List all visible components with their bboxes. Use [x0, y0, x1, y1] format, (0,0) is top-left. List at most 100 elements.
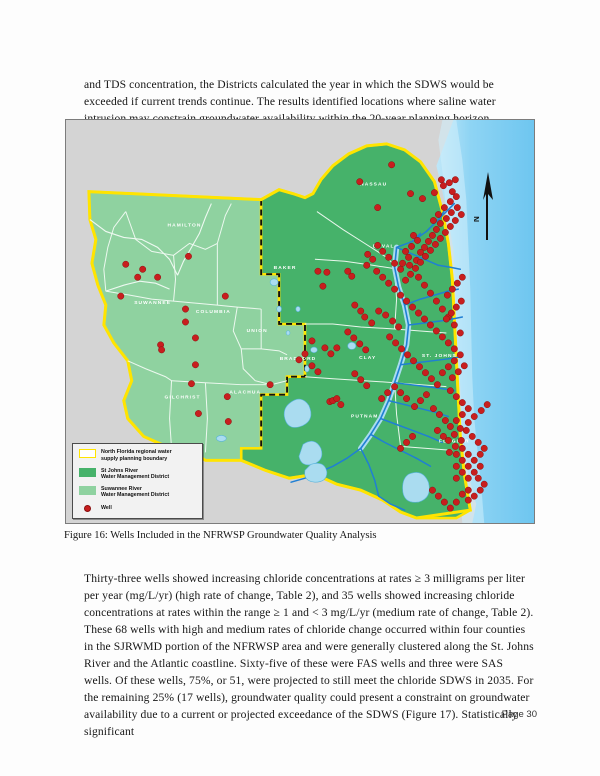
well-point [460, 362, 468, 370]
legend-item-well: Well [77, 504, 198, 513]
well-point [411, 403, 418, 411]
well-point [416, 363, 423, 371]
well-point [470, 456, 478, 464]
well-point [357, 376, 365, 384]
well-point [363, 261, 371, 269]
well-point [452, 193, 460, 201]
county-label-gilchrist: GILCHRIST [164, 395, 200, 401]
well-point [452, 303, 460, 311]
well-point [446, 423, 454, 430]
srwmd-rivers [89, 203, 212, 292]
well-point [319, 282, 327, 290]
well-point [314, 368, 322, 376]
well-point [446, 198, 454, 206]
well-point [348, 272, 356, 280]
well-point [446, 387, 454, 395]
legend-label-well: Well [101, 505, 112, 512]
well-point [351, 370, 359, 378]
analysis-paragraph: Thirty-three wells showed increasing chl… [84, 571, 534, 739]
well-point [182, 305, 189, 313]
county-label-flagler: FLAGLER [439, 438, 470, 444]
well-point [436, 234, 444, 242]
well-point [451, 217, 459, 224]
well-point [295, 356, 303, 364]
well-point [392, 339, 400, 347]
well-point [456, 351, 464, 359]
well-point [421, 243, 428, 251]
well-point [395, 323, 403, 331]
well-point [458, 444, 466, 452]
well-point [462, 427, 470, 434]
well-point [439, 432, 447, 440]
well-point [480, 480, 488, 488]
well-point [378, 395, 386, 403]
well-point [223, 393, 231, 401]
well-point [182, 318, 189, 326]
well-point [450, 321, 458, 329]
well-point [450, 431, 458, 438]
well-point [425, 237, 432, 245]
well-point [402, 247, 409, 255]
well-point [470, 413, 478, 420]
legend-swatch-well-icon [79, 504, 96, 513]
well-point [433, 381, 441, 389]
map-legend: North Florida regional water supply plan… [72, 443, 203, 519]
well-point [436, 220, 444, 227]
well-point [456, 425, 464, 432]
well-point [447, 309, 455, 317]
coastal-haze [438, 120, 485, 523]
st-johns-river-core [360, 247, 410, 449]
well-point [402, 276, 409, 284]
well-point [450, 345, 458, 353]
well-point [122, 260, 130, 268]
well-point [384, 389, 392, 397]
well-point [427, 289, 434, 297]
legend-label-srwmd: Suwannee River Water Management District [101, 485, 170, 499]
well-point [435, 411, 443, 418]
county-labels: HAMILTON SUWANNEE COLUMBIA BAKER UNION B… [134, 182, 470, 445]
well-point [422, 252, 429, 260]
legend-label-sjrwmd: St Johns River Water Management District [101, 467, 170, 481]
well-point [442, 215, 450, 222]
well-point [308, 337, 316, 345]
well-point [374, 241, 382, 249]
well-point [194, 410, 202, 417]
well-point [403, 438, 410, 446]
well-point [386, 333, 394, 341]
well-point [458, 468, 466, 476]
well-point [429, 405, 437, 413]
well-point [432, 297, 440, 305]
legend-swatch-sjrwmd [79, 467, 96, 477]
well-point [464, 462, 472, 470]
well-point [448, 285, 456, 293]
well-point [224, 418, 232, 425]
county-label-clay: CLAY [359, 355, 376, 361]
well-point [406, 261, 413, 269]
well-point [441, 417, 449, 424]
well-point [437, 176, 445, 184]
well-point [444, 436, 452, 444]
well-point [337, 401, 345, 409]
county-label-duval: DUVAL [373, 243, 395, 249]
well-point [464, 450, 472, 458]
well-point [361, 313, 369, 321]
well-point [450, 357, 458, 365]
well-point [451, 176, 459, 184]
well-point [414, 236, 421, 244]
well-point [363, 382, 371, 390]
well-point [417, 258, 424, 266]
well-point [397, 389, 405, 397]
well-point [423, 391, 430, 399]
well-point [458, 490, 466, 498]
county-label-nassau: NASSAU [360, 182, 387, 188]
well-point [464, 405, 472, 413]
map-figure: HAMILTON SUWANNEE COLUMBIA BAKER UNION B… [65, 119, 535, 524]
well-point [429, 217, 437, 224]
well-point [117, 292, 125, 300]
well-point [433, 427, 441, 434]
well-point [407, 190, 414, 198]
well-point [432, 226, 440, 233]
well-point [428, 231, 436, 239]
well-point [441, 229, 449, 236]
well-point [185, 252, 192, 260]
